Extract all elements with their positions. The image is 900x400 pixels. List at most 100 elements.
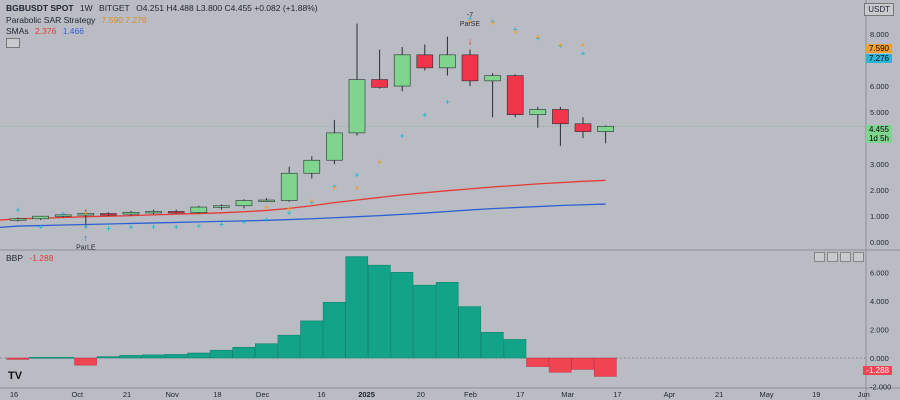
sar-long-marker: +: [129, 223, 134, 232]
sar-long-marker: +: [445, 98, 450, 107]
sar-long-marker: +: [264, 215, 269, 224]
candle-body: [552, 109, 569, 125]
x-tick-label: 17: [613, 390, 621, 399]
tradingview-logo[interactable]: TV: [8, 370, 23, 382]
bbp-bar: [548, 357, 572, 373]
x-tick-label: Feb: [464, 390, 477, 399]
pane-controls: [814, 252, 864, 262]
bbp-tag: -1.288: [863, 366, 892, 375]
collapse-legend-button[interactable]: [6, 38, 20, 48]
x-tick-label: Apr: [664, 390, 676, 399]
candle-body: [280, 172, 298, 201]
bbp-y-tick-label: -2.000: [870, 383, 891, 392]
x-tick-label: 2025: [358, 390, 375, 399]
candle-body: [416, 54, 434, 69]
bbp-bar: [119, 355, 143, 359]
bbp-label[interactable]: BBP: [6, 253, 24, 263]
sar-short-marker: +: [264, 203, 269, 212]
x-tick-label: Dec: [256, 390, 270, 399]
pane-up-icon[interactable]: [814, 252, 825, 262]
sar-long-marker: +: [309, 198, 314, 207]
candle-body: [54, 214, 72, 217]
sar-short-marker: +: [513, 27, 518, 36]
sar-short-marker: +: [468, 17, 473, 26]
candle-body: [461, 54, 479, 82]
bbp-bar: [96, 356, 120, 359]
sar-long-marker: +: [490, 17, 495, 26]
candle-body: [371, 79, 388, 88]
sar-long-marker: +: [151, 223, 156, 232]
candle-body: [574, 123, 592, 132]
bbp-bar: [6, 357, 30, 360]
bbp-bar: [164, 354, 188, 359]
bbp-bar: [526, 357, 549, 367]
y-tick-label: 3.000: [870, 160, 889, 169]
sar-long-tag: 7.276: [865, 54, 892, 63]
sar-long-marker: +: [106, 224, 111, 233]
candle-body: [213, 205, 230, 208]
sar-short-marker: +: [83, 208, 88, 217]
bbp-legend[interactable]: BBP -1.288: [6, 253, 58, 263]
candle-body: [348, 79, 366, 134]
sar-long-marker: +: [174, 223, 179, 232]
countdown-tag: 1d 5h: [865, 134, 892, 143]
pane-close-icon[interactable]: [853, 252, 864, 262]
candle-body: [484, 75, 501, 82]
candle-body: [439, 54, 456, 69]
bbp-bar: [503, 339, 527, 359]
strategy-label[interactable]: Parabolic SAR Strategy: [6, 15, 96, 25]
bbp-bar: [413, 284, 436, 359]
candle-body: [597, 125, 614, 132]
timeframe[interactable]: 1W: [79, 3, 93, 13]
candle-body: [393, 54, 411, 87]
bbp-bar: [390, 272, 414, 359]
sar-long-marker: +: [581, 49, 586, 58]
sar-long-marker: +: [535, 34, 540, 43]
x-tick-label: 20: [417, 390, 425, 399]
sar-short-marker: +: [355, 184, 360, 193]
sar-long-marker: +: [558, 42, 563, 51]
bbp-bar: [51, 357, 75, 359]
pane-maximize-icon[interactable]: [840, 252, 851, 262]
sar-short-marker: +: [535, 33, 540, 42]
y-tick-label: 8.000: [870, 30, 889, 39]
candle-body: [190, 206, 208, 213]
sar-long-marker: +: [196, 221, 201, 230]
sar-long-marker: +: [83, 223, 88, 232]
pane-down-icon[interactable]: [827, 252, 838, 262]
sar-long-marker: +: [400, 132, 405, 141]
x-tick-label: Jun: [858, 390, 870, 399]
sar-long-marker: +: [513, 25, 518, 34]
symbol-name[interactable]: BGBUSDT SPOT: [6, 3, 74, 13]
candle-body: [100, 213, 117, 216]
bbp-bar: [300, 320, 323, 359]
candle-body: [529, 109, 547, 115]
sar-long-marker: +: [38, 223, 43, 232]
sar-short-marker: +: [581, 41, 586, 50]
x-tick-label: Oct: [71, 390, 84, 399]
sar-short-marker: +: [377, 158, 382, 167]
y-tick-label: 0.000: [870, 238, 889, 247]
y-tick-label: 6.000: [870, 82, 889, 91]
smas-legend[interactable]: SMAs 2.376 1.466: [6, 26, 88, 36]
bbp-bar: [481, 332, 504, 359]
parse-label: ParSE: [460, 21, 481, 28]
strategy-legend[interactable]: Parabolic SAR Strategy 7.590 7.276: [6, 15, 151, 25]
sar-long-marker: +: [287, 208, 292, 217]
smas-label[interactable]: SMAs: [6, 26, 29, 36]
sar-long-marker: +: [332, 182, 337, 191]
ohlc-readout: O4.251 H4.488 L3.800 C4.455 +0.082 (+1.8…: [136, 3, 318, 13]
sar-long-marker: +: [355, 171, 360, 180]
symbol-legend: BGBUSDT SPOT 1W BITGET O4.251 H4.488 L3.…: [6, 3, 322, 13]
bbp-y-tick-label: 0.000: [870, 354, 889, 363]
sma-blue-line: [0, 203, 606, 229]
y-tick-label: 5.000: [870, 108, 889, 117]
x-tick-label: 21: [123, 390, 131, 399]
x-tick-label: Mar: [561, 390, 574, 399]
bbp-bar: [187, 352, 210, 359]
currency-button[interactable]: USDT: [864, 3, 894, 16]
last-price-tag: 4.455: [865, 125, 892, 134]
exchange: BITGET: [99, 3, 130, 13]
candle-body: [167, 211, 185, 214]
